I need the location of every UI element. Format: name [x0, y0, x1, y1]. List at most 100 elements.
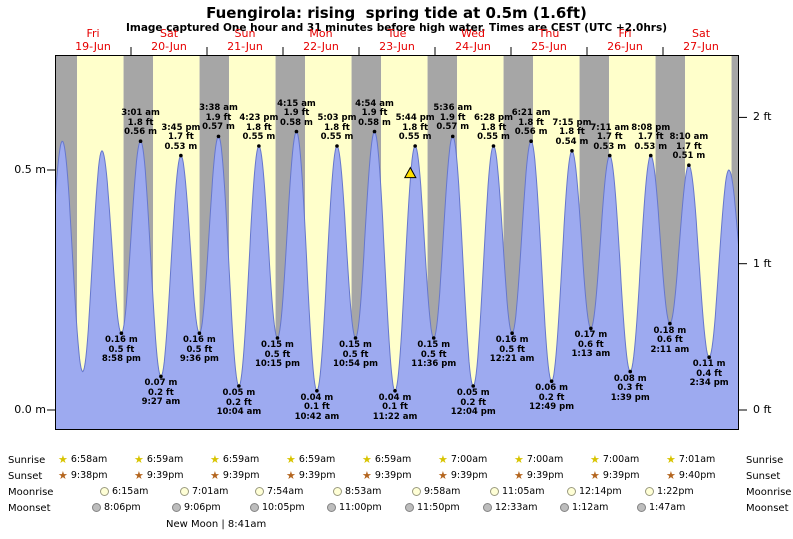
tide-low-label: 0.06 m 0.2 ft 12:49 pm [529, 383, 575, 413]
tide-point-dot [549, 379, 554, 384]
sunrise-star-icon: ★ [286, 453, 296, 466]
astro-row-label-left: Sunrise [8, 455, 46, 466]
astro-time: 9:06pm [184, 502, 221, 513]
tide-curve-line [55, 130, 739, 392]
tide-high-label: 5:36 am 1.9 ft 0.57 m [433, 103, 473, 133]
night-band [503, 55, 511, 430]
astro-entry: ★ 7:00am [514, 454, 563, 465]
astro-entry: ★ 9:38pm [58, 470, 108, 481]
tide-point-dot [138, 139, 143, 143]
astro-entry: 9:58am [412, 486, 460, 497]
tide-low-label: 0.16 m 0.5 ft 9:36 pm [179, 335, 219, 365]
tide-point-dot [353, 336, 358, 340]
astro-entry: 12:14pm [567, 486, 622, 497]
astro-time: 9:39pm [146, 470, 184, 481]
tide-point-dot [471, 384, 476, 388]
plot-frame [55, 55, 739, 430]
astro-entry: ★ 6:59am [362, 454, 411, 465]
tide-low-label: 0.08 m 0.3 ft 1:39 pm [610, 373, 650, 403]
astro-row-label-right: Moonrise [746, 487, 792, 498]
astro-entry: ★ 9:40pm [666, 470, 716, 481]
tide-high-label: 6:21 am 1.8 ft 0.56 m [511, 108, 551, 138]
y-axis-label-left: 0.0 m [14, 403, 46, 416]
tide-low-label: 0.15 m 0.5 ft 10:54 pm [333, 340, 378, 369]
astro-entry: 7:54am [255, 486, 303, 497]
astro-entry: 1:22pm [645, 486, 694, 497]
astro-time: 1:22pm [657, 486, 694, 497]
tide-high-label: 4:15 am 1.9 ft 0.58 m [277, 98, 316, 128]
astro-time: 9:58am [424, 486, 461, 497]
astro-time: 7:00am [602, 454, 640, 465]
night-band [123, 55, 131, 430]
tide-point-dot [216, 134, 221, 139]
tide-high-label: 8:10 am 1.7 ft 0.51 m [669, 132, 709, 162]
moonrise-circle-icon [490, 487, 499, 496]
night-band [199, 55, 207, 430]
sunset-star-icon: ★ [666, 469, 676, 482]
moonset-circle-icon [560, 503, 569, 512]
tide-low-label: 0.05 m 0.2 ft 12:04 pm [450, 388, 496, 417]
day-header: Sun 21-Jun [227, 27, 263, 53]
tide-point-dot [372, 129, 377, 134]
tide-point-dot [450, 134, 455, 139]
astro-time: 6:58am [70, 454, 108, 465]
astro-time: 9:39pm [450, 470, 488, 481]
astro-entry: 7:01am [180, 486, 228, 497]
astro-entry: 1:47am [637, 502, 685, 513]
tide-high-label: 4:23 pm 1.8 ft 0.55 m [239, 113, 279, 142]
sunrise-star-icon: ★ [58, 453, 68, 466]
day-header: Sat 27-Jun [683, 27, 719, 53]
sunrise-star-icon: ★ [438, 453, 448, 466]
sunrise-star-icon: ★ [210, 453, 220, 466]
astro-entry: ★ 7:01am [666, 454, 715, 465]
tide-high-label: 8:08 pm 1.7 ft 0.53 m [631, 122, 671, 152]
astro-time: 6:59am [146, 454, 184, 465]
astro-time: 12:33am [495, 502, 538, 513]
astro-time: 6:59am [298, 454, 336, 465]
y-axis-label-left: 0.5 m [14, 163, 46, 176]
sunset-star-icon: ★ [210, 469, 220, 482]
astro-entry: ★ 6:59am [286, 454, 335, 465]
tide-high-label: 7:15 pm 1.8 ft 0.54 m [552, 117, 592, 147]
chart-title: Fuengirola: rising spring tide at 0.5m (… [206, 4, 587, 22]
moonset-circle-icon [637, 503, 646, 512]
astro-entry: ★ 9:39pm [514, 470, 564, 481]
chart-subtitle: Image captured One hour and 31 minutes b… [125, 22, 668, 34]
astro-time: 1:47am [649, 502, 686, 513]
astro-row-label-right: Sunrise [746, 455, 784, 466]
astro-entry: 11:05am [490, 486, 544, 497]
astro-time: 12:14pm [579, 486, 622, 497]
tide-point-dot [257, 144, 261, 148]
astro-time: 9:39pm [222, 470, 260, 481]
astro-entry: 8:06pm [92, 502, 141, 513]
sunrise-star-icon: ★ [362, 453, 372, 466]
y-axis-label-right: 2 ft [753, 110, 772, 124]
astro-time: 9:39pm [602, 470, 640, 481]
y-axis-label-right: 0 ft [753, 403, 772, 416]
astro-entry: ★ 6:59am [134, 454, 183, 465]
astro-time: 10:05pm [262, 502, 305, 513]
astro-entry: ★ 9:39pm [134, 470, 184, 481]
tide-low-label: 0.11 m 0.4 ft 2:34 pm [689, 359, 729, 389]
tide-point-dot [237, 384, 241, 388]
tide-point-dot [431, 336, 436, 340]
astro-time: 9:39pm [526, 470, 564, 481]
astro-entry: ★ 6:59am [210, 454, 259, 465]
astro-time: 1:12am [572, 502, 609, 513]
sunset-star-icon: ★ [362, 469, 372, 482]
moonrise-circle-icon [255, 487, 264, 496]
tide-point-dot [668, 321, 672, 326]
astro-time: 7:00am [450, 454, 488, 465]
astro-time: 6:59am [374, 454, 412, 465]
tide-point-dot [570, 149, 574, 153]
astro-time: 7:00am [526, 454, 564, 465]
tide-point-dot [119, 331, 124, 336]
day-header: Fri 26-Jun [607, 27, 643, 53]
tide-point-dot [393, 389, 397, 393]
sunrise-star-icon: ★ [514, 453, 524, 466]
tide-point-dot [628, 369, 633, 374]
tide-point-dot [159, 374, 163, 379]
astro-entry: 1:12am [560, 502, 608, 513]
tide-point-dot [275, 336, 280, 340]
